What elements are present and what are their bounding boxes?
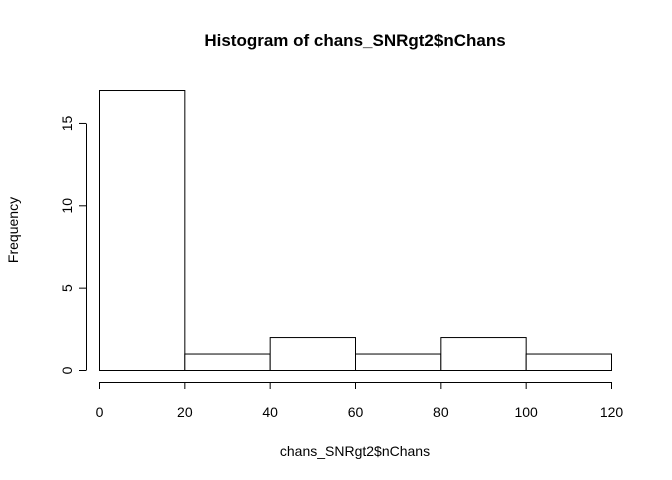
x-tick-label-4: 80 xyxy=(433,404,449,420)
x-axis: 0 20 40 60 80 100 120 xyxy=(96,382,624,420)
x-axis-label: chans_SNRgt2$nChans xyxy=(280,443,430,459)
y-tick-label-3: 15 xyxy=(59,115,75,131)
y-tick-label-2: 10 xyxy=(59,198,75,214)
bars-group xyxy=(99,90,613,371)
x-tick-label-6: 120 xyxy=(600,404,624,420)
x-tick-label-3: 60 xyxy=(348,404,364,420)
y-tick-label-0: 0 xyxy=(59,366,75,374)
x-tick-label-0: 0 xyxy=(96,404,104,420)
histogram-bar-5 xyxy=(525,353,613,371)
histogram-bar-0 xyxy=(99,90,186,371)
x-tick-label-1: 20 xyxy=(177,404,193,420)
histogram-bar-2 xyxy=(269,337,356,371)
histogram-bar-1 xyxy=(184,353,271,371)
x-tick-label-5: 100 xyxy=(514,404,538,420)
chart-title: Histogram of chans_SNRgt2$nChans xyxy=(204,31,505,50)
y-tick-label-1: 5 xyxy=(59,284,75,292)
histogram-bar-3 xyxy=(355,353,442,371)
y-axis-label: Frequency xyxy=(5,197,21,263)
y-axis: 0 5 10 15 xyxy=(59,115,87,374)
histogram-bar-4 xyxy=(440,337,527,371)
x-tick-label-2: 40 xyxy=(262,404,278,420)
